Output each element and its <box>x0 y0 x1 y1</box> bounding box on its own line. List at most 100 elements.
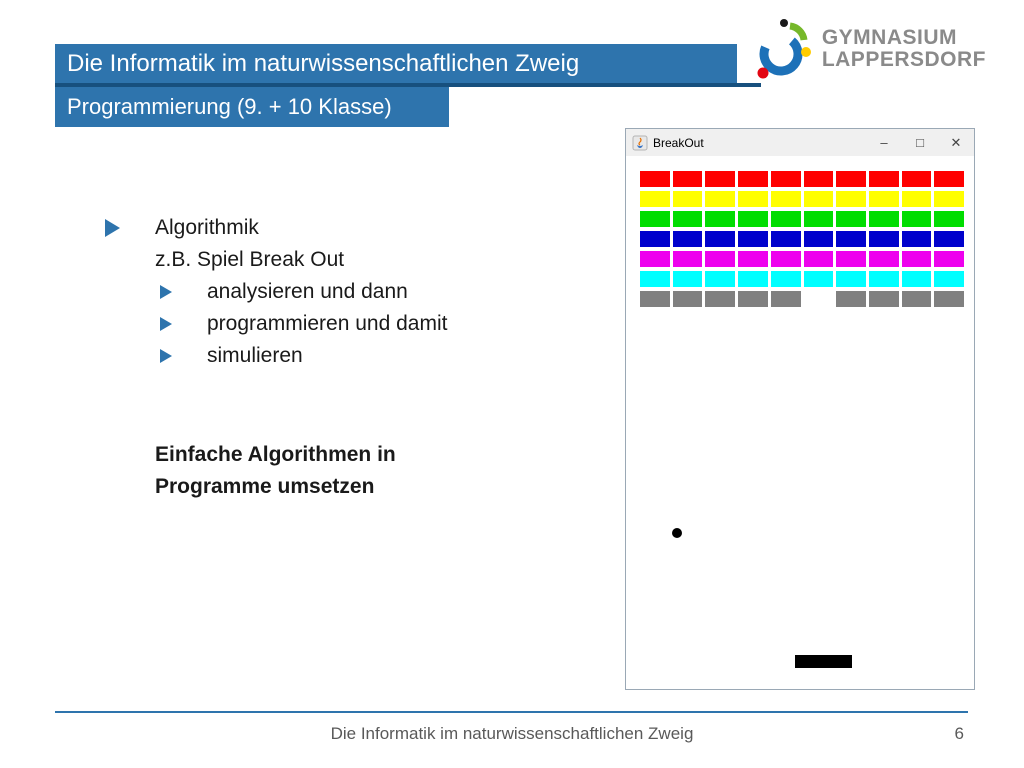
brick <box>901 191 932 207</box>
brick <box>770 231 801 247</box>
brick <box>836 171 866 187</box>
brick <box>901 171 932 187</box>
brick <box>640 231 670 247</box>
brick <box>738 211 768 227</box>
brick <box>770 171 801 187</box>
bold-line: Programme umsetzen <box>155 475 375 498</box>
brick <box>868 171 899 187</box>
brick <box>803 211 834 227</box>
sub-bullet-item: simulieren <box>105 340 447 372</box>
bullet-triangle-icon <box>105 219 120 237</box>
brick <box>705 231 736 247</box>
brick <box>705 171 736 187</box>
bold-statement: Einfache Algorithmen in Programme umsetz… <box>105 439 447 503</box>
sub-bullet-text: simulieren <box>207 344 303 367</box>
school-logo-line2: LAPPERSDORF <box>821 48 986 71</box>
bullet-triangle-icon <box>160 285 172 299</box>
brick <box>770 211 801 227</box>
plain-line-text: z.B. Spiel Break Out <box>155 248 345 271</box>
breakout-ball <box>672 528 682 538</box>
plain-line: z.B. Spiel Break Out <box>105 244 447 276</box>
java-app-icon <box>632 135 648 150</box>
brick <box>705 211 736 227</box>
brick <box>901 211 932 227</box>
sub-bullet-text: programmieren und damit <box>207 312 448 335</box>
brick <box>868 231 899 247</box>
bullet-text: Algorithmik <box>155 216 259 239</box>
brick <box>836 251 866 267</box>
brick <box>803 231 834 247</box>
brick <box>672 271 703 287</box>
brick <box>868 251 899 267</box>
breakout-paddle <box>795 655 852 668</box>
breakout-titlebar: BreakOut – □ ✕ <box>626 129 974 156</box>
brick <box>770 191 801 207</box>
brick <box>705 251 736 267</box>
brick <box>901 231 932 247</box>
brick <box>770 271 801 287</box>
brick <box>738 291 768 307</box>
brick <box>640 251 670 267</box>
brick <box>934 171 964 187</box>
breakout-window-title: BreakOut <box>653 135 704 150</box>
school-logo-line1: GYMNASIUM <box>821 25 957 49</box>
brick <box>770 251 801 267</box>
breakout-playfield <box>626 156 974 689</box>
brick <box>868 271 899 287</box>
bullet-triangle-icon <box>160 349 172 363</box>
sub-bullet-text: analysieren und dann <box>207 280 408 303</box>
brick <box>705 191 736 207</box>
brick <box>672 231 703 247</box>
brick <box>901 271 932 287</box>
brick <box>738 191 768 207</box>
brick <box>640 271 670 287</box>
brick <box>738 271 768 287</box>
brick <box>868 191 899 207</box>
brick-grid <box>640 171 964 307</box>
brick <box>640 171 670 187</box>
brick <box>836 211 866 227</box>
brick <box>803 251 834 267</box>
brick <box>640 291 670 307</box>
maximize-icon[interactable]: □ <box>916 135 924 150</box>
brick <box>836 191 866 207</box>
brick <box>868 291 899 307</box>
breakout-window: BreakOut – □ ✕ <box>625 128 975 690</box>
brick <box>672 291 703 307</box>
brick <box>738 171 768 187</box>
slide-title: Die Informatik im naturwissenschaftliche… <box>67 49 580 77</box>
bold-line: Einfache Algorithmen in <box>155 443 396 466</box>
bullet-triangle-icon <box>160 317 172 331</box>
brick <box>738 251 768 267</box>
footer-divider <box>55 711 968 713</box>
brick <box>640 211 670 227</box>
minimize-icon[interactable]: – <box>880 135 888 150</box>
slide-subtitle: Programmierung (9. + 10 Klasse) <box>67 94 392 119</box>
school-logo: GYMNASIUM LAPPERSDORF <box>754 18 986 80</box>
brick <box>934 271 964 287</box>
brick <box>803 191 834 207</box>
brick <box>770 291 801 307</box>
school-logo-icon <box>757 19 811 79</box>
brick <box>803 171 834 187</box>
brick <box>934 251 964 267</box>
brick <box>705 291 736 307</box>
slide-title-bar: Die Informatik im naturwissenschaftliche… <box>55 44 737 83</box>
brick <box>705 271 736 287</box>
brick <box>934 211 964 227</box>
school-logo-text: GYMNASIUM LAPPERSDORF <box>821 25 986 71</box>
brick <box>934 231 964 247</box>
brick <box>640 191 670 207</box>
brick <box>672 211 703 227</box>
brick <box>836 271 866 287</box>
slide-subtitle-bar: Programmierung (9. + 10 Klasse) <box>55 87 449 127</box>
page-number: 6 <box>954 724 964 743</box>
brick <box>868 211 899 227</box>
brick <box>672 171 703 187</box>
bullet-item: Algorithmik <box>105 212 447 244</box>
footer-title: Die Informatik im naturwissenschaftliche… <box>330 724 694 743</box>
brick <box>836 291 866 307</box>
brick <box>901 291 932 307</box>
close-icon[interactable]: ✕ <box>950 134 962 150</box>
brick <box>672 191 703 207</box>
